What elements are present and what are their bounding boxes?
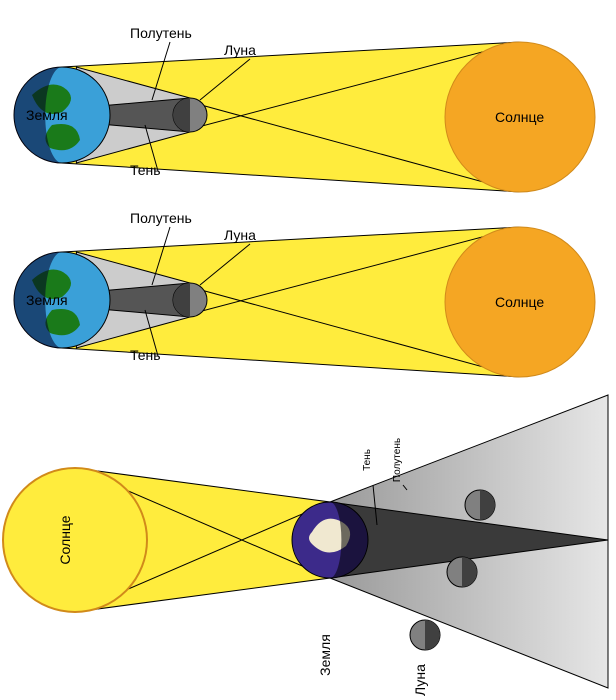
label-sun: Солнце xyxy=(495,109,544,125)
label-earth: Земля xyxy=(317,634,333,676)
label-moon: Луна xyxy=(224,227,256,243)
label-sun: Солнце xyxy=(57,515,73,564)
sun xyxy=(3,468,147,612)
label-sun: Солнце xyxy=(495,294,544,310)
label-shadow: Тень xyxy=(362,449,373,471)
moon-night-side xyxy=(425,620,440,650)
label-earth: Земля xyxy=(26,107,68,123)
label-moon: Луна xyxy=(412,664,428,696)
label-moon: Луна xyxy=(224,42,256,58)
label-penumbra: Полутень xyxy=(392,438,403,482)
label-earth: Земля xyxy=(26,292,68,308)
label-penumbra: Полутень xyxy=(130,25,192,41)
label-penumbra: Полутень xyxy=(130,210,192,226)
